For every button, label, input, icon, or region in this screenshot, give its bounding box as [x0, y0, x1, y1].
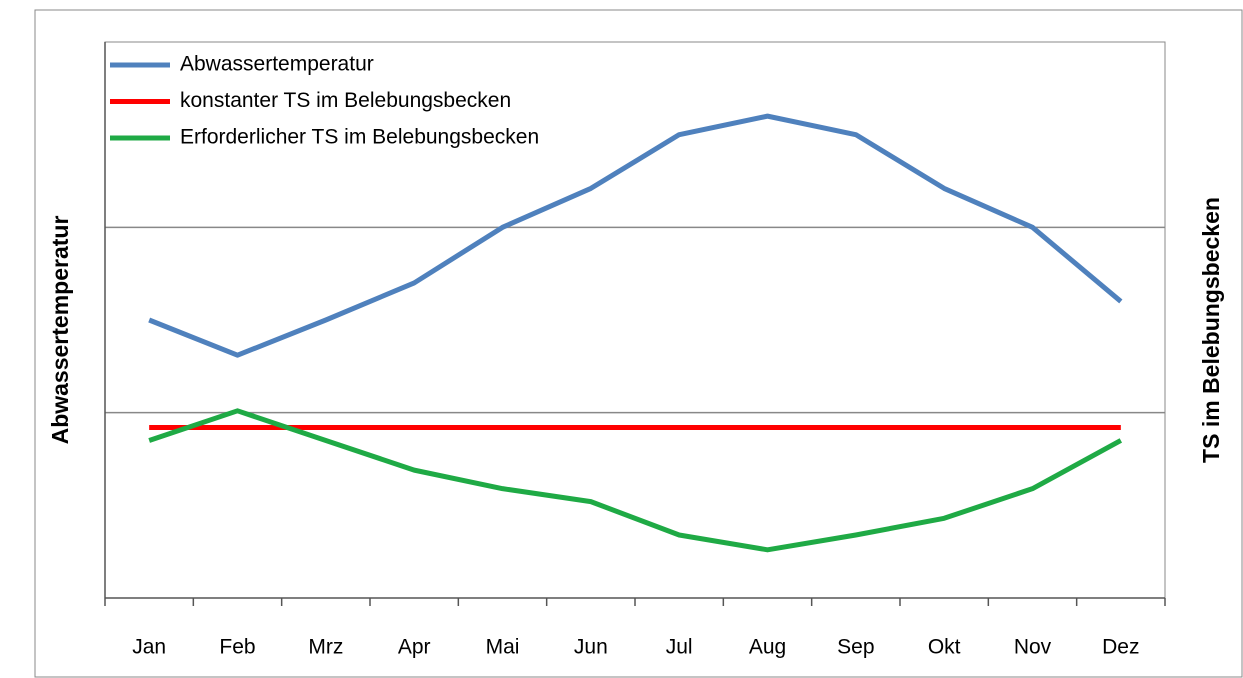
- x-tick-label: Jan: [132, 636, 166, 659]
- x-tick-label: Aug: [749, 636, 786, 659]
- x-tick-label: Dez: [1102, 636, 1139, 659]
- x-tick-label: Apr: [398, 636, 431, 659]
- x-tick-label: Jun: [574, 636, 608, 659]
- x-tick-label: Nov: [1014, 636, 1052, 659]
- x-tick-label: Feb: [219, 636, 255, 659]
- chart-frame: [34, 9, 1243, 678]
- x-tick-label: Sep: [837, 636, 874, 659]
- x-tick-label: Jul: [666, 636, 693, 659]
- data-line: [148, 408, 1123, 553]
- legend-label: Abwassertemperatur: [180, 53, 374, 76]
- x-tick-label: Mrz: [308, 636, 343, 659]
- y-axis-label: Abwassertemperatur: [47, 216, 73, 445]
- legend-label: Erforderlicher TS im Belebungsbecken: [180, 126, 539, 149]
- data-line: [148, 113, 1123, 358]
- legend-label: konstanter TS im Belebungsbecken: [180, 89, 511, 112]
- x-tick-label: Okt: [928, 636, 961, 659]
- y2-axis-label: TS im Belebungsbecken: [1198, 197, 1224, 463]
- x-tick-label: Mai: [486, 636, 520, 659]
